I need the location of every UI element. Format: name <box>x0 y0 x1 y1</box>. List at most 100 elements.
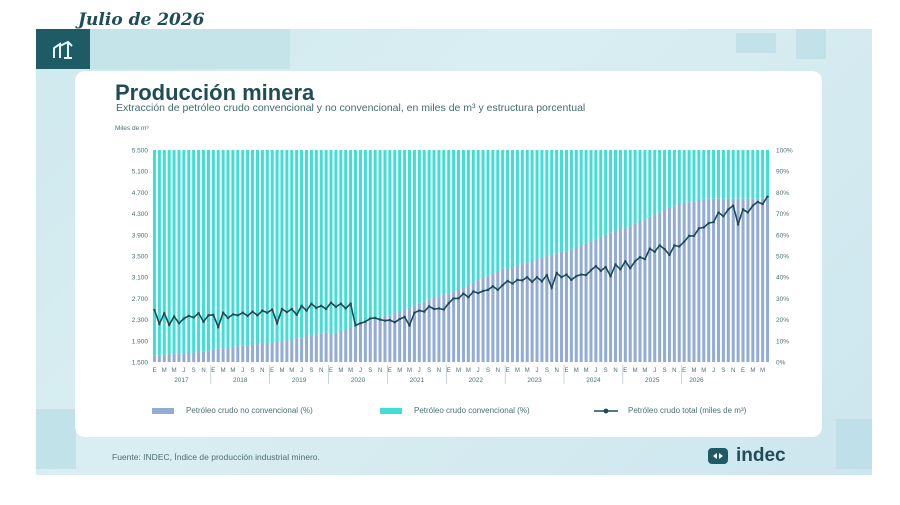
bar-non-conventional <box>687 202 691 362</box>
month-tick-label: S <box>192 368 196 374</box>
month-tick-label: M <box>525 368 530 374</box>
decor-pixel <box>836 419 872 469</box>
left-tick-label: 2.700 <box>132 296 149 303</box>
bar-conventional <box>476 150 480 281</box>
bar-conventional <box>334 150 338 333</box>
left-tick-label: 4.300 <box>132 211 149 218</box>
bar-conventional <box>255 150 259 345</box>
bar-non-conventional <box>766 198 770 362</box>
total-point <box>526 276 529 279</box>
bar-non-conventional <box>157 355 161 362</box>
bar-conventional <box>447 150 451 295</box>
month-tick-label: M <box>642 368 647 374</box>
bar-conventional <box>398 150 402 312</box>
bar-conventional <box>766 150 770 199</box>
total-point <box>398 317 401 321</box>
month-tick-label: E <box>447 368 451 374</box>
bar-conventional <box>653 150 657 215</box>
bar-conventional <box>177 150 181 354</box>
bar-non-conventional <box>736 198 740 362</box>
bar-non-conventional <box>226 347 230 362</box>
bar-non-conventional <box>187 352 191 362</box>
bar-non-conventional <box>167 354 171 362</box>
total-point <box>182 317 186 320</box>
left-tick-label: 2.300 <box>132 317 149 324</box>
bar-conventional <box>579 150 583 246</box>
total-point <box>741 208 745 211</box>
total-point <box>226 316 230 320</box>
bar-conventional <box>491 150 495 274</box>
bar-non-conventional <box>403 309 407 362</box>
total-point <box>717 211 720 214</box>
bar-non-conventional <box>270 342 274 362</box>
bar-non-conventional <box>569 249 573 362</box>
total-point <box>251 310 254 313</box>
month-tick-label: J <box>536 368 539 374</box>
bar-conventional <box>221 150 225 349</box>
bar-conventional <box>339 150 343 331</box>
bar-non-conventional <box>246 345 250 362</box>
total-point <box>692 234 696 238</box>
year-tick-label: 2022 <box>468 377 483 384</box>
total-point <box>506 279 509 283</box>
total-point <box>378 318 382 321</box>
source-note: Fuente: INDEC, Índice de producción indu… <box>112 452 320 462</box>
bar-non-conventional <box>471 282 475 362</box>
bar-non-conventional <box>653 214 657 362</box>
bar-non-conventional <box>461 287 465 362</box>
total-point <box>663 247 666 251</box>
bar-conventional <box>300 150 304 338</box>
total-point <box>349 302 352 305</box>
right-tick-label: 60% <box>776 232 789 239</box>
total-point <box>177 322 181 325</box>
bar-conventional <box>677 150 681 203</box>
total-point <box>673 244 676 247</box>
bar-non-conventional <box>285 340 289 362</box>
bar-conventional <box>663 150 667 210</box>
bar-non-conventional <box>388 315 392 362</box>
bar-non-conventional <box>628 226 632 362</box>
total-point <box>712 220 715 224</box>
year-tick-label: 2017 <box>174 377 189 384</box>
month-tick-label: M <box>515 368 520 374</box>
total-point <box>555 271 558 275</box>
total-point <box>447 301 450 305</box>
left-tick-label: 3.500 <box>132 254 149 261</box>
total-point <box>550 286 553 289</box>
bar-conventional <box>643 150 647 220</box>
bar-conventional <box>172 150 176 355</box>
bar-conventional <box>540 150 544 258</box>
bar-conventional <box>510 150 515 268</box>
left-tick-label: 1.500 <box>132 360 149 367</box>
total-point <box>746 211 750 214</box>
bar-non-conventional <box>329 334 333 362</box>
bar-conventional <box>452 150 456 292</box>
bar-non-conventional <box>643 219 647 362</box>
bar-conventional <box>609 150 613 233</box>
total-point <box>246 314 249 318</box>
bar-conventional <box>530 150 534 262</box>
total-point <box>653 250 656 253</box>
bar-non-conventional <box>260 343 264 362</box>
month-tick-label: M <box>701 368 706 374</box>
bar-conventional <box>167 150 171 355</box>
bar-non-conventional <box>295 338 299 362</box>
left-tick-label: 5.100 <box>132 169 149 176</box>
total-point <box>727 208 730 211</box>
total-point <box>589 269 593 272</box>
total-point <box>584 273 588 277</box>
total-point <box>496 288 499 292</box>
total-point <box>256 314 259 317</box>
total-point <box>766 195 769 198</box>
bar-non-conventional <box>677 203 681 362</box>
year-tick-label: 2026 <box>689 377 704 384</box>
bar-conventional <box>525 150 529 263</box>
bar-non-conventional <box>751 198 755 362</box>
bar-non-conventional <box>422 301 426 362</box>
month-tick-label: S <box>251 368 255 374</box>
bar-conventional <box>270 150 274 343</box>
bar-conventional <box>314 150 318 335</box>
bar-non-conventional <box>496 271 500 362</box>
month-tick-label: J <box>359 368 362 374</box>
